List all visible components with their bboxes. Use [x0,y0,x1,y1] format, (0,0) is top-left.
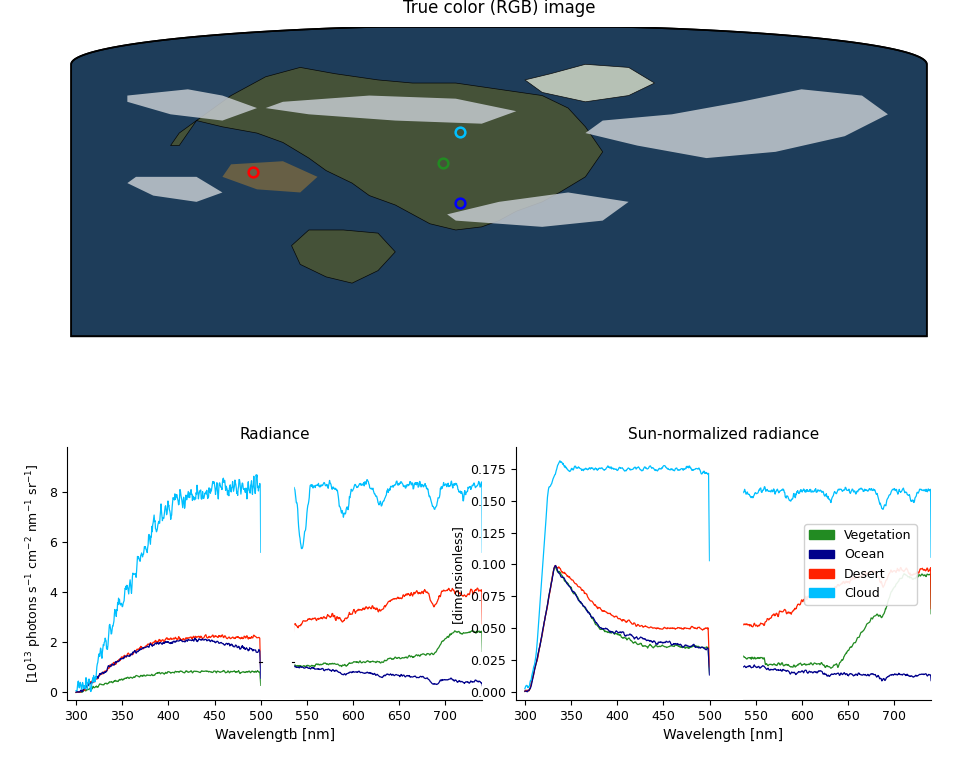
Bar [710,447,742,700]
Y-axis label: [10$^{13}$ photons s$^{-1}$ cm$^{-2}$ nm$^{-1}$ sr$^{-1}$]: [10$^{13}$ photons s$^{-1}$ cm$^{-2}$ nm… [24,464,44,683]
Legend: Vegetation, Ocean, Desert, Cloud: Vegetation, Ocean, Desert, Cloud [804,524,917,605]
Polygon shape [127,177,223,202]
Title: Radiance: Radiance [240,427,310,441]
Polygon shape [127,90,257,121]
Bar [261,447,293,700]
X-axis label: Wavelength [nm]: Wavelength [nm] [664,728,783,742]
Title: Sun-normalized radiance: Sun-normalized radiance [627,427,819,441]
Polygon shape [585,90,888,158]
X-axis label: Wavelength [nm]: Wavelength [nm] [215,728,334,742]
Polygon shape [72,27,926,337]
Polygon shape [171,67,603,230]
Polygon shape [223,161,317,193]
Polygon shape [525,64,654,102]
Y-axis label: [dimensionless]: [dimensionless] [452,524,464,623]
Text: True color (RGB) image: True color (RGB) image [403,0,595,18]
Polygon shape [291,230,395,283]
Polygon shape [447,193,628,227]
Polygon shape [265,96,517,124]
